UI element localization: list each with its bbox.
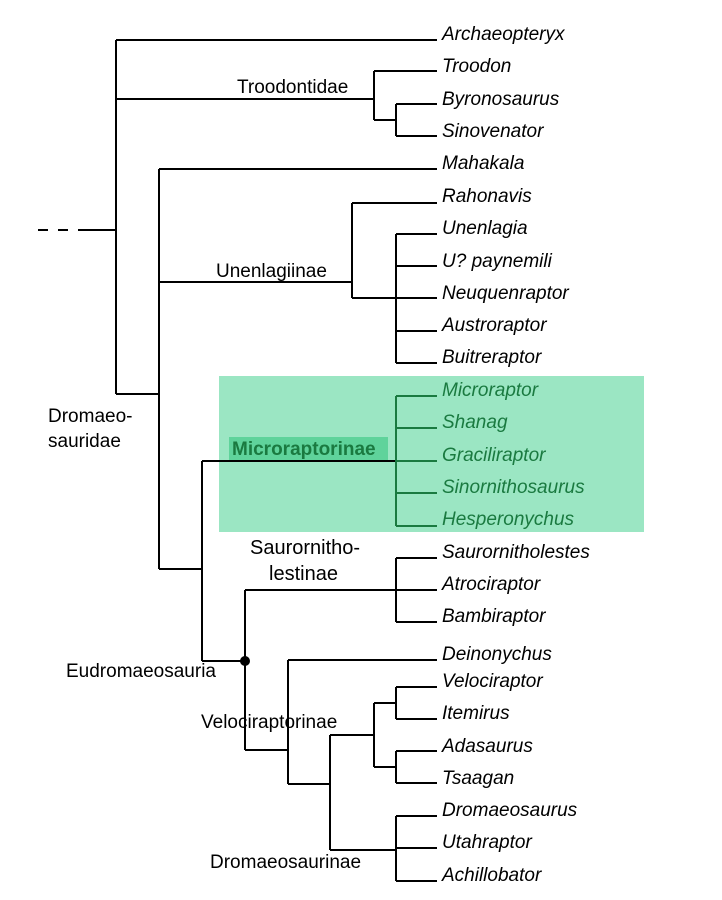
taxon-saurornitholestes: Saurornitholestes [442,542,590,563]
clade-eudromaeosauria: Eudromaeosauria [66,661,216,682]
taxon-utahraptor: Utahraptor [442,832,532,853]
taxon-neuquenraptor: Neuquenraptor [442,283,569,304]
clade-dromaeosauridae-line1: Dromaeo- [48,406,132,427]
clade-microraptorinae: Microraptorinae [232,439,376,460]
taxon-deinonychus: Deinonychus [442,644,552,665]
clade-troodontidae: Troodontidae [237,77,348,98]
taxon-shanag: Shanag [442,412,508,433]
taxon-hesperonychus: Hesperonychus [442,509,575,530]
taxon-graciliraptor: Graciliraptor [442,445,546,466]
taxon-atrociraptor: Atrociraptor [441,574,541,595]
taxon-buitreraptor: Buitreraptor [442,347,542,368]
taxon-adasaurus: Adasaurus [441,736,533,757]
taxon-tsaagan: Tsaagan [442,768,514,789]
taxon-bambiraptor: Bambiraptor [442,606,546,627]
taxon-archaeopteryx: Archaeopteryx [441,24,566,45]
taxon-unenlagia: Unenlagia [442,218,528,239]
clade-saurornitholestinae-line2: lestinae [269,563,338,585]
eudromaeosauria-node [240,656,250,666]
taxon-sinornithosaurus: Sinornithosaurus [442,477,585,498]
taxon-byronosaurus: Byronosaurus [442,89,560,110]
taxon-troodon: Troodon [442,56,511,77]
clade-dromaeosauridae-line2: sauridae [48,431,121,452]
microraptorinae-label-highlight [229,437,388,461]
taxon-microraptor: Microraptor [442,380,539,401]
taxon-austroraptor: Austroraptor [441,315,547,336]
clade-dromaeosaurinae: Dromaeosaurinae [210,852,361,873]
taxon-velociraptor: Velociraptor [442,671,543,692]
clade-saurornitholestinae-line1: Saurornitho- [250,537,360,559]
taxon-dromaeosaurus: Dromaeosaurus [442,800,578,821]
taxon-rahonavis: Rahonavis [442,186,532,207]
taxon-achillobator: Achillobator [441,865,542,886]
taxon-sinovenator: Sinovenator [442,121,544,142]
taxon-mahakala: Mahakala [442,153,524,174]
clade-unenlagiinae: Unenlagiinae [216,261,327,282]
taxon-u-paynemili: U? paynemili [442,251,553,272]
clade-velociraptorinae: Velociraptorinae [201,712,337,733]
taxon-itemirus: Itemirus [442,703,510,724]
